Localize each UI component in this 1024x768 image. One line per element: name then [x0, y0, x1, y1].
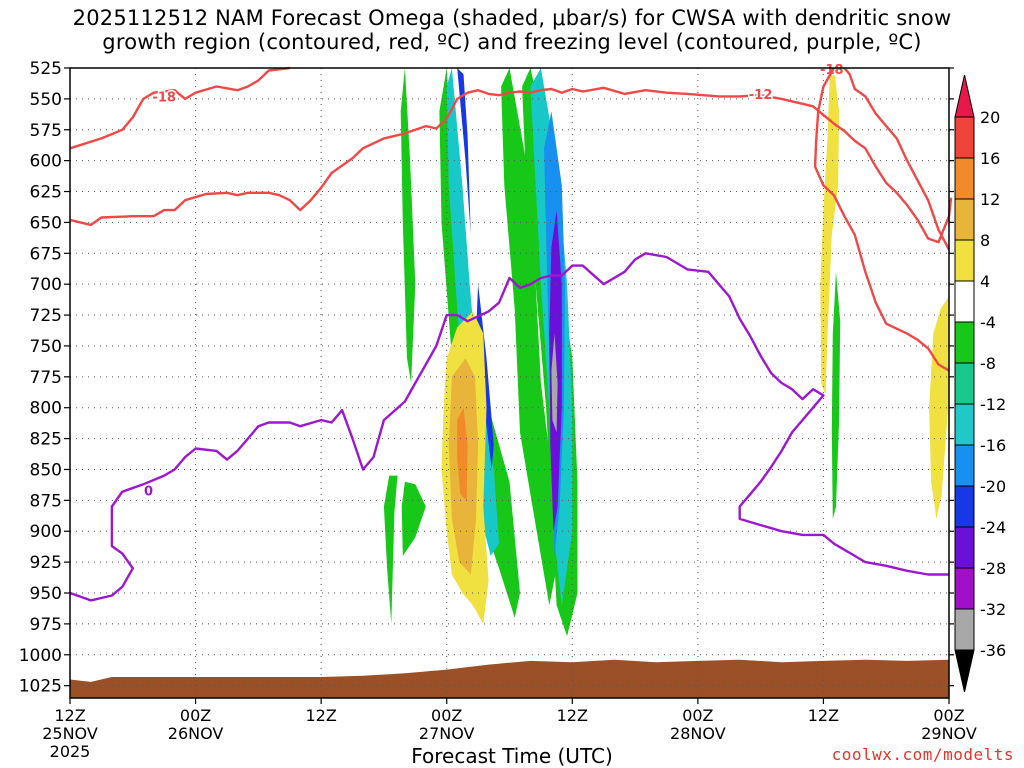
colorbar-label-6: -8: [980, 354, 996, 373]
x-tick-label-36-0: 00Z: [431, 706, 462, 725]
grid-layer: [70, 67, 949, 698]
y-tick-label-975: 975: [30, 615, 62, 635]
y-tick-label-825: 825: [30, 430, 62, 450]
plot-frame: [69, 67, 950, 699]
colorbar-label-11: -28: [980, 559, 1006, 578]
colorbar-swatch-2: [954, 198, 975, 241]
omega-shading-layer: [383, 68, 949, 637]
colorbar-swatch-6: [954, 362, 975, 405]
colorbar-swatch-12: [954, 608, 975, 651]
contour-layer: -18 -12-180: [69, 62, 953, 602]
x-tick-label-24-0: 12Z: [305, 706, 336, 725]
colorbar-swatch-9: [954, 485, 975, 528]
y-tick-label-800: 800: [30, 399, 62, 419]
contour-line-4: [69, 252, 949, 602]
contour-line-1: [69, 86, 953, 244]
colorbar-label-10: -24: [980, 518, 1006, 537]
colorbar-swatch-7: [954, 403, 975, 446]
contour-line-3: [813, 67, 950, 372]
colorbar-label-5: -4: [980, 313, 996, 332]
y-tick-label-600: 600: [30, 152, 62, 172]
x-tick-label-0-2: 2025: [50, 742, 91, 761]
chart-title: 2025112512 NAM Forecast Omega (shaded, μ…: [0, 6, 1024, 54]
omega-region-6: [446, 68, 499, 556]
x-tick-label-48-0: 12Z: [557, 706, 588, 725]
x-tick-label-72-0: 12Z: [808, 706, 839, 725]
x-tick-label-84-1: 29NOV: [921, 724, 977, 743]
x-tick-label-36-1: 27NOV: [419, 724, 475, 743]
x-tick-label-60-0: 00Z: [682, 706, 713, 725]
colorbar-label-13: -36: [980, 641, 1006, 660]
omega-region-3: [439, 68, 520, 618]
x-tick-label-60-1: 28NOV: [670, 724, 726, 743]
omega-region-0: [383, 475, 398, 624]
omega-region-4: [501, 68, 557, 606]
colorbar-label-8: -16: [980, 436, 1006, 455]
contour-label-0: -18: [152, 90, 176, 105]
colorbar-bottom-arrow: [954, 649, 975, 693]
colorbar-swatch-3: [954, 239, 975, 282]
colorbar-swatch-8: [954, 444, 975, 487]
omega-region-18: [929, 296, 949, 519]
colorbar-label-2: 12: [980, 190, 1000, 209]
y-tick-label-750: 750: [30, 337, 62, 357]
y-tick-label-700: 700: [30, 275, 62, 295]
colorbar-swatch-5: [954, 321, 975, 364]
omega-region-1: [401, 481, 426, 556]
contour-label-1: -12: [749, 88, 773, 103]
terrain-fill: [70, 659, 949, 698]
chart-title-line-1: 2025112512 NAM Forecast Omega (shaded, μ…: [72, 6, 952, 30]
y-tick-label-875: 875: [30, 491, 62, 511]
terrain-layer: [70, 659, 949, 698]
colorbar-label-9: -20: [980, 477, 1006, 496]
colorbar-label-1: 16: [980, 149, 1000, 168]
y-tick-label-775: 775: [30, 368, 62, 388]
y-tick-label-575: 575: [30, 121, 62, 141]
omega-region-2: [400, 68, 416, 383]
y-tick-label-650: 650: [30, 213, 62, 233]
colorbar-label-0: 20: [980, 108, 1000, 127]
y-tick-label-925: 925: [30, 553, 62, 573]
y-tick-label-625: 625: [30, 183, 62, 203]
omega-region-17: [831, 271, 841, 519]
colorbar: 20 16 12 8 4 -4 -8 -12 -16 -20 -24 -28 -32 -36: [954, 74, 1006, 693]
colorbar-swatch-1: [954, 157, 975, 200]
omega-region-16: [820, 68, 840, 396]
y-tick-label-1000: 1000: [19, 646, 62, 666]
omega-region-15: [457, 407, 468, 501]
x-tick-label-0-0: 12Z: [54, 706, 85, 725]
y-tick-label-900: 900: [30, 522, 62, 542]
x-tick-label-12-0: 00Z: [180, 706, 211, 725]
x-axis-title: Forecast Time (UTC): [411, 744, 613, 768]
y-tick-label-850: 850: [30, 460, 62, 480]
contour-line-0: [69, 66, 290, 150]
x-tick-label-12-1: 26NOV: [168, 724, 224, 743]
contour-label-4: 0: [144, 484, 153, 499]
x-tick-label-0-1: 25NOV: [42, 724, 98, 743]
y-tick-label-725: 725: [30, 306, 62, 326]
colorbar-top-arrow: [954, 74, 975, 118]
colorbar-swatch-0: [954, 116, 975, 159]
contour-line-2: [843, 67, 951, 251]
colorbar-label-3: 8: [980, 231, 990, 250]
colorbar-label-7: -12: [980, 395, 1006, 414]
y-tick-label-550: 550: [30, 90, 62, 110]
y-tick-label-675: 675: [30, 244, 62, 264]
colorbar-swatch-4: [954, 280, 975, 323]
x-tick-label-84-0: 00Z: [933, 706, 964, 725]
colorbar-label-12: -32: [980, 600, 1006, 619]
omega-region-9: [457, 68, 471, 235]
watermark: coolwx.com/modelts: [831, 745, 1014, 764]
y-tick-label-525: 525: [30, 59, 62, 79]
colorbar-swatch-11: [954, 567, 975, 610]
colorbar-swatch-10: [954, 526, 975, 569]
y-tick-label-950: 950: [30, 584, 62, 604]
y-tick-label-1025: 1025: [19, 677, 62, 697]
y-axis: 525 550 575 600 625 650 675 700 725 750 775 800 825 8…: [19, 59, 954, 697]
chart-title-line-2: growth region (contoured, red, ºC) and f…: [102, 30, 922, 54]
colorbar-label-4: 4: [980, 272, 990, 291]
